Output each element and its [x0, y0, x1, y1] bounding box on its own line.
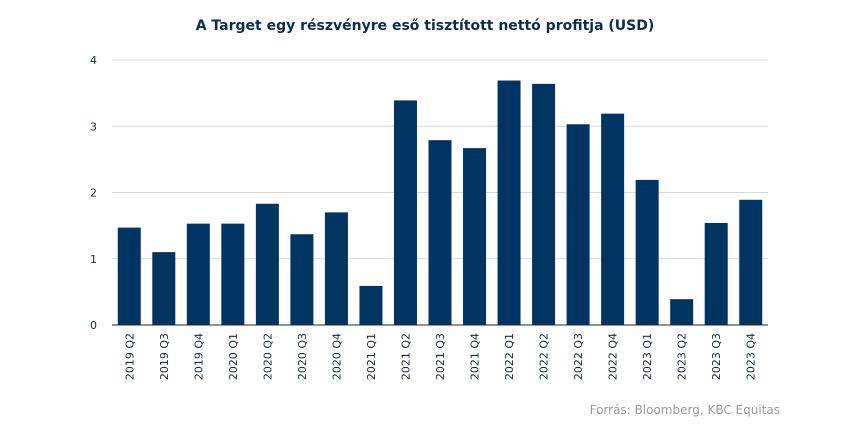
bar — [359, 285, 383, 325]
bar — [393, 100, 417, 325]
x-axis-labels: 2019 Q2 2019 Q3 2019 Q4 2020 Q1 2020 Q2 2020 … — [123, 333, 757, 380]
x-tick-label: 2020 Q1 — [227, 333, 240, 380]
x-tick-label: 2020 Q2 — [261, 333, 274, 380]
x-tick-label: 2022 Q3 — [572, 333, 585, 380]
x-tick-label: 2021 Q4 — [469, 333, 482, 380]
x-tick-label: 2020 Q4 — [330, 333, 343, 380]
x-tick-label: 2021 Q2 — [399, 333, 412, 380]
x-tick-label: 2019 Q2 — [123, 333, 136, 380]
bar — [324, 212, 348, 325]
bar — [117, 227, 141, 325]
x-tick-label: 2021 Q1 — [365, 333, 378, 380]
x-tick-label: 2022 Q2 — [538, 333, 551, 380]
x-tick-label: 2022 Q4 — [607, 333, 620, 380]
bar — [463, 148, 487, 325]
bar — [670, 299, 694, 325]
bar — [497, 80, 521, 325]
bar — [186, 223, 210, 325]
y-tick-label: 2 — [90, 187, 97, 200]
x-tick-label: 2019 Q3 — [158, 333, 171, 380]
x-tick-label: 2023 Q2 — [676, 333, 689, 380]
bar — [532, 83, 556, 325]
source-note: Forrás: Bloomberg, KBC Equitas — [589, 403, 780, 417]
x-tick-label: 2023 Q3 — [710, 333, 723, 380]
x-tick-label: 2019 Q4 — [192, 333, 205, 380]
bar — [601, 113, 625, 325]
x-tick-label: 2022 Q1 — [503, 333, 516, 380]
bar — [152, 252, 176, 325]
bar — [221, 223, 245, 325]
bar — [255, 203, 279, 325]
bar — [290, 234, 314, 325]
x-tick-label: 2020 Q3 — [296, 333, 309, 380]
chart-title: A Target egy részvényre eső tisztított n… — [195, 18, 655, 34]
bar — [566, 124, 590, 325]
y-tick-label: 1 — [90, 253, 97, 266]
y-tick-label: 0 — [90, 319, 97, 332]
y-tick-label: 4 — [90, 54, 97, 67]
bar — [428, 140, 452, 325]
bars — [117, 80, 763, 325]
bar — [704, 222, 728, 325]
x-tick-label: 2023 Q4 — [745, 333, 758, 380]
bar — [739, 199, 763, 325]
x-tick-label: 2021 Q3 — [434, 333, 447, 380]
bar — [635, 179, 659, 325]
x-tick-label: 2023 Q1 — [641, 333, 654, 380]
y-axis-ticks: 0 1 2 3 4 — [90, 54, 97, 332]
y-tick-label: 3 — [90, 120, 97, 133]
